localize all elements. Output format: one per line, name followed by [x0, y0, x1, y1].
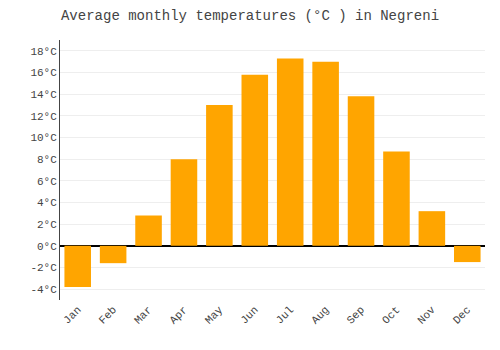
svg-text:12°C: 12°C — [30, 111, 57, 123]
svg-text:2°C: 2°C — [37, 219, 57, 231]
svg-text:Jan: Jan — [61, 304, 83, 326]
svg-text:4°C: 4°C — [37, 197, 57, 209]
svg-text:6°C: 6°C — [37, 176, 57, 188]
svg-text:18°C: 18°C — [30, 46, 57, 58]
svg-text:-2°C: -2°C — [30, 262, 57, 274]
svg-text:-4°C: -4°C — [30, 284, 57, 296]
svg-text:Mar: Mar — [132, 304, 154, 326]
svg-text:0°C: 0°C — [37, 241, 57, 253]
svg-text:10°C: 10°C — [30, 132, 57, 144]
svg-text:May: May — [203, 304, 226, 327]
svg-text:Oct: Oct — [380, 304, 402, 326]
svg-text:Feb: Feb — [97, 304, 119, 326]
svg-text:Average monthly temperatures (: Average monthly temperatures (°C ) in Ne… — [61, 8, 439, 24]
svg-text:Aug: Aug — [309, 304, 331, 326]
svg-text:14°C: 14°C — [30, 89, 57, 101]
svg-text:Apr: Apr — [167, 304, 189, 326]
svg-text:Sep: Sep — [345, 304, 367, 326]
svg-text:Nov: Nov — [415, 304, 438, 327]
svg-text:16°C: 16°C — [30, 67, 57, 79]
svg-text:8°C: 8°C — [37, 154, 57, 166]
svg-text:Dec: Dec — [451, 304, 473, 326]
svg-text:Jul: Jul — [274, 304, 296, 326]
svg-text:Jun: Jun — [238, 304, 260, 326]
